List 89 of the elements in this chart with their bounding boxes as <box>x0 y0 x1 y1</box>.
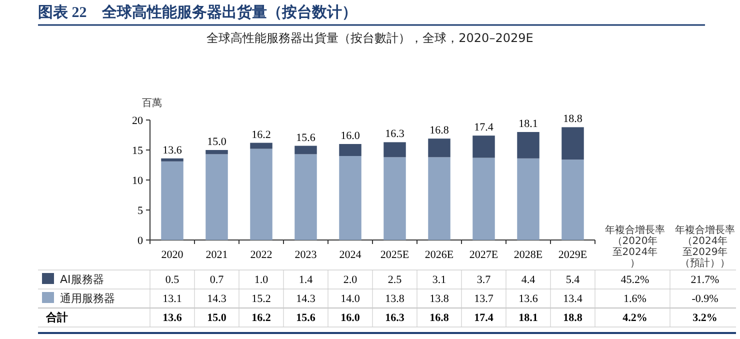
text: 15.0 <box>207 312 226 324</box>
text: 45.2% <box>620 274 650 286</box>
bar <box>517 158 540 240</box>
text: 16.8 <box>430 312 449 324</box>
text: 3.2% <box>692 312 718 324</box>
bar <box>206 150 228 154</box>
total-label: 18.8 <box>563 113 583 126</box>
bar <box>250 142 272 149</box>
text: 16.0 <box>340 312 360 324</box>
y-tick-label: 5 <box>138 205 144 217</box>
data-label: 1.4 <box>298 274 314 286</box>
text: 21.7% <box>690 274 720 286</box>
total-label: 17.4 <box>474 122 494 134</box>
legend-label: 通用服務器 <box>60 292 115 305</box>
data-label: 3.7 <box>476 274 492 286</box>
bar <box>428 138 450 158</box>
bar <box>384 142 406 158</box>
data-label: 3.1 <box>432 274 446 286</box>
total-label: 15.0 <box>207 136 227 148</box>
bar <box>161 158 184 162</box>
data-label: 13.1 <box>162 293 182 305</box>
data-label: 5.4 <box>566 274 580 286</box>
total-label: 16.3 <box>385 128 405 140</box>
chart-subtitle: 全球高性能服務器出貨量（按台數計），全球，2020–2029E <box>206 31 534 45</box>
text: 16.3 <box>385 312 404 324</box>
text: 18.1 <box>518 312 538 324</box>
y-axis-title: 百萬 <box>142 97 162 109</box>
x-tick-label: 2023 <box>294 249 318 261</box>
bar <box>339 144 362 156</box>
bar <box>562 160 584 240</box>
x-tick-label: 2029E <box>558 249 588 261</box>
bar <box>161 161 184 240</box>
data-label: 15.2 <box>252 293 271 305</box>
data-label: 1.0 <box>254 274 269 286</box>
data-label: 2.5 <box>388 274 402 286</box>
bar <box>339 156 362 240</box>
data-label: 0.7 <box>210 274 224 286</box>
text: -0.9% <box>692 293 718 305</box>
text: 16.2 <box>252 312 271 324</box>
data-label: 13.8 <box>385 293 405 305</box>
y-tick-label: 0 <box>138 235 144 247</box>
text: 4.2% <box>622 312 648 324</box>
x-tick-label: 2028E <box>514 249 543 261</box>
total-label: 15.6 <box>296 132 316 144</box>
data-label: 14.0 <box>340 293 360 305</box>
data-label: 14.3 <box>207 293 227 305</box>
bar <box>294 154 317 240</box>
bar <box>472 136 495 158</box>
data-label: 2.0 <box>343 274 358 286</box>
y-tick-label: 15 <box>132 145 144 157</box>
x-tick-label: 2021 <box>206 249 228 261</box>
data-label: 0.5 <box>165 274 180 286</box>
y-tick-label: 20 <box>132 115 144 127</box>
data-label: 4.4 <box>521 274 536 286</box>
x-tick-label: 2022 <box>250 249 272 261</box>
text: 年複合增長率（2020年至2024年） <box>605 224 665 269</box>
x-tick-label: 2020 <box>161 249 184 261</box>
data-label: 14.3 <box>296 293 316 305</box>
bar <box>206 154 228 240</box>
total-label: 16.0 <box>340 130 360 142</box>
total-label: 18.1 <box>518 118 538 130</box>
total-label: 13.6 <box>162 144 182 156</box>
bar <box>428 157 450 240</box>
text: 18.8 <box>563 312 582 324</box>
total-label: 16.2 <box>252 128 271 141</box>
data-label: 13.7 <box>474 293 494 305</box>
text: 1.6% <box>624 293 646 305</box>
data-label: 13.4 <box>563 293 583 305</box>
text: 年複合增長率（2024年至2029年（預計）） <box>675 224 735 269</box>
text: 合計 <box>45 311 68 324</box>
x-tick-label: 2026E <box>424 249 454 261</box>
x-tick-label: 2024 <box>339 249 362 261</box>
bar <box>250 148 272 240</box>
chart-title: 图表 22 全球高性能服务器出货量（按台数计） <box>38 3 357 21</box>
data-label: 13.6 <box>518 293 538 305</box>
x-tick-label: 2025E <box>380 249 410 261</box>
text: 15.6 <box>296 312 316 324</box>
legend-label: AI服務器 <box>60 273 104 286</box>
total-label: 16.8 <box>430 124 450 137</box>
bar <box>562 127 584 160</box>
x-tick-label: 2027E <box>469 249 498 261</box>
bar <box>384 157 406 240</box>
text: 13.6 <box>162 312 182 324</box>
bar <box>472 158 495 240</box>
y-tick-label: 10 <box>132 175 144 187</box>
text: 17.4 <box>474 312 494 324</box>
bar <box>294 146 317 154</box>
bar <box>517 132 540 158</box>
data-label: 13.8 <box>430 293 450 305</box>
